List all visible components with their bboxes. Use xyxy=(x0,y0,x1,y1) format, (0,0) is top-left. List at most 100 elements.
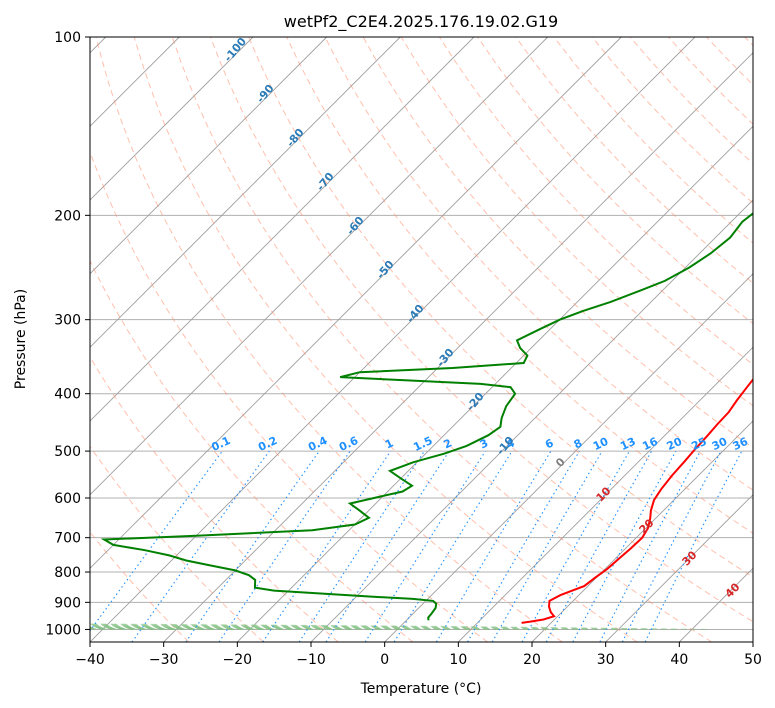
y-tick-label: 700 xyxy=(54,531,81,547)
mixing-ratio-line xyxy=(298,450,425,642)
dry-adiabat-label: -70 xyxy=(314,170,337,194)
x-tick-label: −30 xyxy=(149,652,179,668)
tick-layer: −40 −30 −20 −10 0 10 20 30 40 5010020030040050060… xyxy=(45,30,762,668)
isotherm-line xyxy=(236,125,753,642)
y-tick-label: 400 xyxy=(54,387,81,403)
isotherm-line xyxy=(90,37,401,348)
mixing-ratio-label: 10 xyxy=(591,435,611,453)
mixing-ratio-line xyxy=(599,450,701,642)
plot-frame xyxy=(89,36,754,643)
mixing-ratio-label: 25 xyxy=(689,435,708,453)
isotherm-line xyxy=(90,37,622,569)
mixing-ratio-line xyxy=(131,450,270,642)
isotherm-line xyxy=(90,37,696,642)
dry-adiabat-line xyxy=(248,37,753,578)
dry-adiabat-label: -60 xyxy=(344,214,367,238)
mixing-ratio-label: 2 xyxy=(442,436,454,451)
isotherm-line xyxy=(605,494,753,642)
mixing-ratio-line xyxy=(90,450,223,632)
mixing-ratio-label: 30 xyxy=(710,435,730,453)
x-tick-label: −40 xyxy=(75,652,105,668)
isotherm-line xyxy=(384,273,753,642)
x-tick-label: −10 xyxy=(296,652,326,668)
mixing-ratio-label: 3 xyxy=(478,436,490,451)
isotherm-line xyxy=(457,346,753,642)
dry-adiabat-line xyxy=(591,37,753,204)
x-tick-label: 30 xyxy=(597,652,615,668)
y-tick-label: 800 xyxy=(54,565,81,581)
mixing-ratio-label: 20 xyxy=(665,435,685,453)
dry-adiabat-line xyxy=(744,37,753,47)
moist-adiabat-label: 40 xyxy=(723,580,743,600)
y-tick-label: 300 xyxy=(54,313,81,329)
dry-adiabat-line xyxy=(90,445,264,642)
dry-adiabat-label: -40 xyxy=(404,302,427,326)
x-tick-label: 40 xyxy=(670,652,688,668)
x-tick-label: −20 xyxy=(223,652,253,668)
grid-layer xyxy=(90,37,753,642)
mixing-ratio-line xyxy=(572,450,677,642)
temperature-profile-line xyxy=(521,377,753,624)
dry-adiabat-line xyxy=(286,37,753,534)
dry-adiabat-label: -90 xyxy=(254,82,277,106)
series-layer xyxy=(100,212,753,624)
mixing-ratio-line xyxy=(545,450,653,642)
dry-adiabat-line xyxy=(553,37,753,244)
mixing-ratio-line xyxy=(435,450,552,642)
dewpoint-profile-line xyxy=(100,212,753,621)
moist-adiabat-line xyxy=(90,623,707,630)
mixing-ratio-line xyxy=(364,450,486,642)
mixing-ratio-label: 36 xyxy=(731,435,751,453)
dry-adiabat-label: -10 xyxy=(494,434,517,458)
mixing-ratio-line xyxy=(185,450,320,642)
isotherm-line xyxy=(90,37,549,496)
mixing-ratio-line xyxy=(325,450,450,642)
x-axis-label: Temperature (°C) xyxy=(360,681,482,697)
isotherm-line xyxy=(90,37,475,422)
isotherm-line xyxy=(90,37,254,201)
dry-adiabat-line xyxy=(668,37,753,125)
mixing-ratio-line xyxy=(521,450,630,642)
y-axis-label: Pressure (hPa) xyxy=(13,289,29,389)
x-tick-label: 0 xyxy=(380,652,389,668)
dry-adiabat-line xyxy=(171,37,712,642)
moist-adiabat-label: 20 xyxy=(637,516,657,536)
isotherm-line xyxy=(752,641,753,642)
dry-adiabat-label: -100 xyxy=(221,35,249,65)
dry-adiabat-label: -50 xyxy=(374,258,397,282)
x-tick-label: 20 xyxy=(523,652,541,668)
mixing-ratio-line xyxy=(218,450,351,642)
y-tick-label: 900 xyxy=(54,595,81,611)
chart-title: wetPf2_C2E4.2025.176.19.02.G19 xyxy=(284,12,558,32)
isotherm-line xyxy=(90,37,328,275)
moist-adiabat-label: 0 xyxy=(553,455,568,470)
x-tick-label: 10 xyxy=(449,652,467,668)
mixing-ratio-line xyxy=(262,450,392,642)
dry-adiabat-line xyxy=(90,356,339,642)
dry-adiabat-line xyxy=(438,37,753,366)
moist-adiabat-label: 10 xyxy=(594,484,614,504)
x-tick-label: 50 xyxy=(744,652,762,668)
mixing-ratio-line xyxy=(393,450,513,642)
dry-adiabat-line xyxy=(133,37,638,642)
moist-adiabat-line xyxy=(90,626,471,630)
dry-adiabat-line xyxy=(90,150,488,642)
mixing-ratio-label: 16 xyxy=(640,435,660,453)
dry-adiabat-line xyxy=(90,259,414,642)
moist-adiabat-line xyxy=(90,628,177,630)
dry-adiabat-line xyxy=(210,37,753,623)
dry-adiabat-line xyxy=(515,37,753,284)
dry-adiabat-label: -30 xyxy=(434,346,457,370)
isotherm-line xyxy=(163,52,753,642)
mixing-ratio-line xyxy=(644,450,743,642)
isotherm-line xyxy=(678,567,753,642)
isotherm-line xyxy=(531,420,753,642)
y-tick-label: 1000 xyxy=(45,622,81,638)
y-tick-label: 600 xyxy=(54,491,81,507)
dry-adiabat-line xyxy=(324,37,753,491)
mixing-ratio-label: 13 xyxy=(618,435,637,453)
y-tick-label: 500 xyxy=(54,444,81,460)
y-tick-label: 200 xyxy=(54,208,81,224)
mixing-ratio-label: 6 xyxy=(543,436,556,451)
